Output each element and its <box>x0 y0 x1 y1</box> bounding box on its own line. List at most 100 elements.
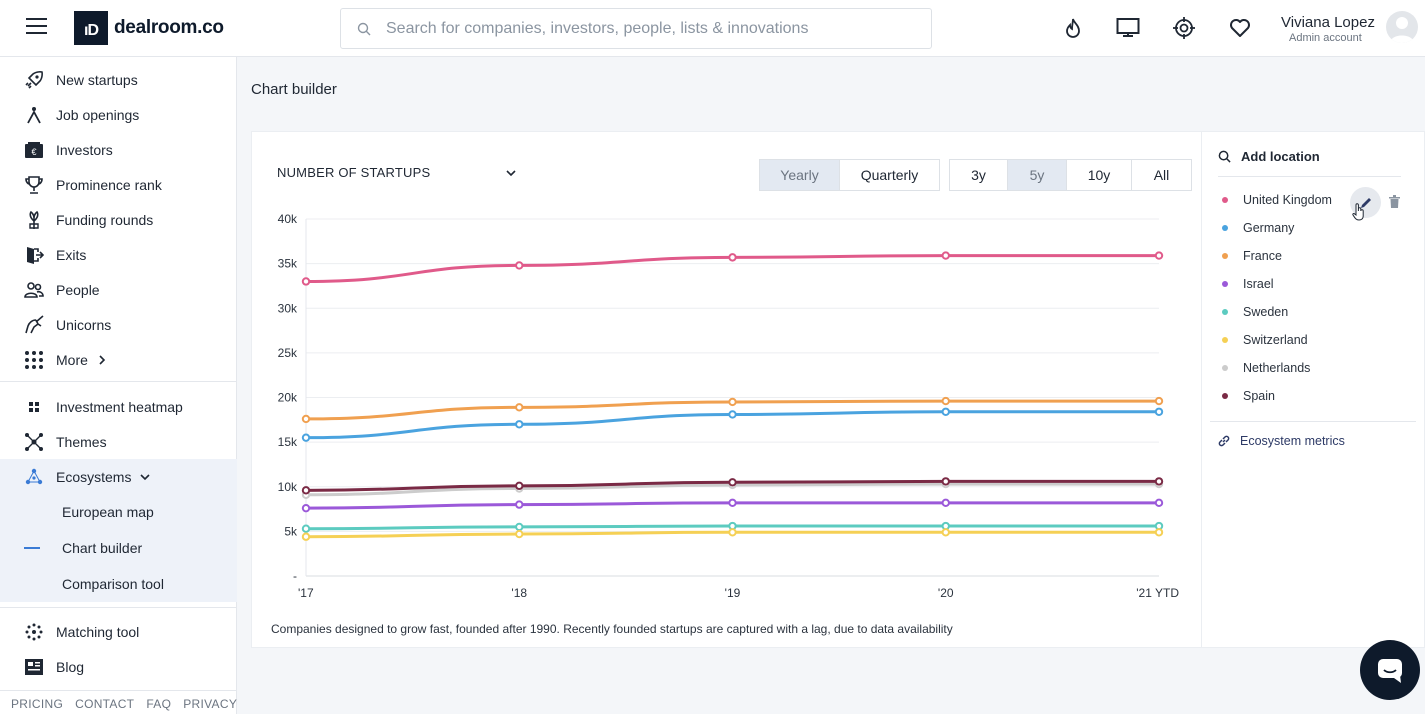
tab-all[interactable]: All <box>1131 159 1192 191</box>
location-color-dot <box>1222 281 1228 287</box>
people-icon <box>0 280 56 300</box>
location-item[interactable]: United Kingdom <box>1222 193 1332 207</box>
footer-links: PRICING CONTACT FAQ PRIVACY <box>11 697 237 711</box>
y-tick-label: 10k <box>278 480 298 494</box>
chat-button[interactable] <box>1360 640 1420 700</box>
tab-3y[interactable]: 3y <box>949 159 1008 191</box>
user-role: Admin account <box>1289 32 1362 44</box>
y-tick-label: 35k <box>278 257 298 271</box>
location-name: United Kingdom <box>1243 193 1332 207</box>
sidebar-subitem-comparison-tool[interactable]: Comparison tool <box>0 566 237 602</box>
location-item[interactable]: France <box>1222 249 1282 263</box>
sidebar-item-label: Ecosystems <box>56 468 132 485</box>
ecosystems-icon <box>0 467 56 487</box>
location-item[interactable]: Netherlands <box>1222 361 1310 375</box>
sidebar-item-investors[interactable]: € Investors <box>0 132 237 167</box>
sidebar-item-matching-tool[interactable]: Matching tool <box>0 614 237 649</box>
grid-icon <box>0 350 56 370</box>
sidebar-item-themes[interactable]: Themes <box>0 424 237 459</box>
avatar[interactable] <box>1386 11 1418 43</box>
data-point <box>728 478 737 487</box>
location-item[interactable]: Israel <box>1222 277 1274 291</box>
location-name: Netherlands <box>1243 361 1311 375</box>
location-item[interactable]: Germany <box>1222 221 1294 235</box>
location-name: Israel <box>1243 277 1274 291</box>
y-tick-label: - <box>293 569 297 583</box>
sidebar-item-investment-heatmap[interactable]: Investment heatmap <box>0 389 237 424</box>
y-tick-label: 40k <box>278 212 298 226</box>
search-icon <box>1218 150 1231 163</box>
target-icon[interactable] <box>1172 16 1196 40</box>
sidebar-item-new-startups[interactable]: New startups <box>0 62 237 97</box>
heart-icon[interactable] <box>1228 16 1252 40</box>
data-point <box>515 481 524 491</box>
logo[interactable]: ıD dealroom.co <box>74 11 224 45</box>
sidebar-divider <box>0 381 237 382</box>
seedling-icon <box>0 210 56 230</box>
chart-card <box>251 131 1425 648</box>
data-point <box>728 397 737 407</box>
sidebar-item-more[interactable]: More <box>0 342 237 377</box>
tab-5y[interactable]: 5y <box>1007 159 1067 191</box>
edit-location-button[interactable] <box>1350 187 1381 218</box>
menu-icon[interactable] <box>26 18 47 36</box>
sidebar-subitem-european-map[interactable]: European map <box>0 494 237 530</box>
trash-icon[interactable] <box>1389 195 1400 213</box>
y-tick-label: 5k <box>284 524 298 538</box>
tab-label: All <box>1153 167 1170 183</box>
data-point <box>301 532 311 541</box>
sidebar-item-prominence-rank[interactable]: Prominence rank <box>0 167 237 202</box>
data-point <box>515 403 524 412</box>
location-item[interactable]: Spain <box>1222 389 1275 403</box>
location-item[interactable]: Switzerland <box>1222 333 1308 347</box>
tab-10y[interactable]: 10y <box>1066 159 1132 191</box>
unicorn-icon <box>0 314 56 335</box>
sidebar-item-job-openings[interactable]: Job openings <box>0 97 237 132</box>
footer-link-contact[interactable]: CONTACT <box>75 697 135 711</box>
sidebar-divider <box>0 607 237 608</box>
data-point <box>1154 251 1164 260</box>
sidebar-subitem-chart-builder[interactable]: Chart builder <box>0 530 237 566</box>
link-icon <box>1217 434 1231 448</box>
data-point <box>301 524 311 533</box>
sidebar-item-blog[interactable]: Blog <box>0 649 237 684</box>
y-tick-label: 20k <box>278 391 298 405</box>
footer-link-faq[interactable]: FAQ <box>146 697 172 711</box>
data-point <box>301 486 311 495</box>
data-point <box>1154 528 1164 537</box>
location-item[interactable]: Sweden <box>1222 305 1288 319</box>
top-bar: ıD dealroom.co Viviana Lopez Admin accou… <box>0 0 1425 57</box>
sidebar-item-funding-rounds[interactable]: Funding rounds <box>0 202 237 237</box>
user-name[interactable]: Viviana Lopez <box>1281 14 1375 31</box>
location-name: France <box>1243 249 1282 263</box>
location-color-dot <box>1222 225 1228 231</box>
monitor-icon[interactable] <box>1116 16 1140 40</box>
x-tick-label: '20 <box>938 586 954 600</box>
tab-yearly[interactable]: Yearly <box>759 159 840 191</box>
pencil-icon <box>1359 196 1373 210</box>
sidebar-subitem-label: Chart builder <box>62 540 143 556</box>
add-location-button[interactable]: Add location <box>1218 149 1320 164</box>
chat-icon <box>1375 655 1405 685</box>
location-separator <box>1218 176 1401 177</box>
x-tick-label: '21 YTD <box>1136 586 1179 600</box>
sidebar-item-unicorns[interactable]: Unicorns <box>0 307 237 342</box>
search-input[interactable] <box>386 19 906 38</box>
metric-dropdown[interactable]: NUMBER OF STARTUPS <box>277 165 517 180</box>
sidebar-item-label: Investors <box>56 141 113 158</box>
search-box[interactable] <box>340 8 932 49</box>
footer-link-pricing[interactable]: PRICING <box>11 697 64 711</box>
data-point <box>515 420 524 429</box>
sidebar-item-exits[interactable]: Exits <box>0 237 237 272</box>
data-point <box>1154 396 1164 406</box>
sidebar-item-ecosystems[interactable]: Ecosystems <box>0 459 237 494</box>
flame-icon[interactable] <box>1061 16 1085 40</box>
sidebar-subitem-label: European map <box>62 504 154 520</box>
y-tick-label: 25k <box>278 346 298 360</box>
tab-quarterly[interactable]: Quarterly <box>839 159 940 191</box>
heatmap-icon <box>0 397 56 417</box>
footer-link-privacy[interactable]: PRIVACY <box>183 697 238 711</box>
ecosystem-metrics-link[interactable]: Ecosystem metrics <box>1217 434 1345 448</box>
sidebar-item-people[interactable]: People <box>0 272 237 307</box>
metric-label: NUMBER OF STARTUPS <box>277 165 431 180</box>
